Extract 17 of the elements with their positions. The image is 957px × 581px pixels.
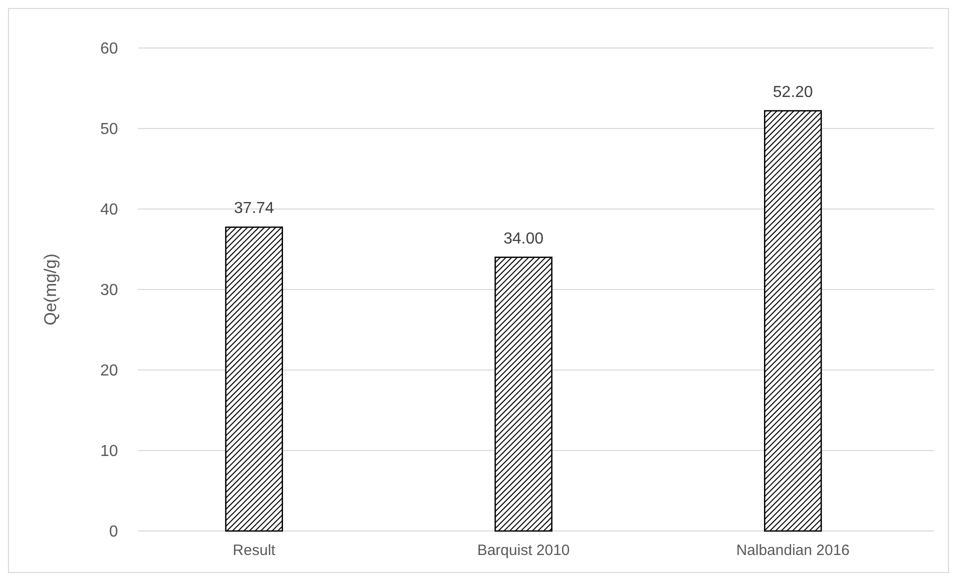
x-tick-label: Barquist 2010 [477,542,570,559]
y-tick-label: 50 [100,121,118,138]
y-tick-label: 60 [100,40,118,58]
bar [764,110,822,532]
y-tick-label: 40 [100,202,118,219]
bar [225,226,284,532]
data-label: 34.00 [503,230,544,248]
y-tick-label: 0 [109,524,118,541]
y-tick-label: 30 [100,282,118,300]
data-label: 37.74 [234,200,274,218]
data-label: 52.20 [772,84,814,101]
y-tick-label: 20 [100,362,118,380]
x-tick-label: Nalbandian 2016 [736,542,850,559]
bar [494,256,552,532]
y-tick-label: 10 [100,443,118,460]
x-tick-label: Result [232,542,276,559]
y-axis-title: Qe(mg/g) [41,254,60,326]
